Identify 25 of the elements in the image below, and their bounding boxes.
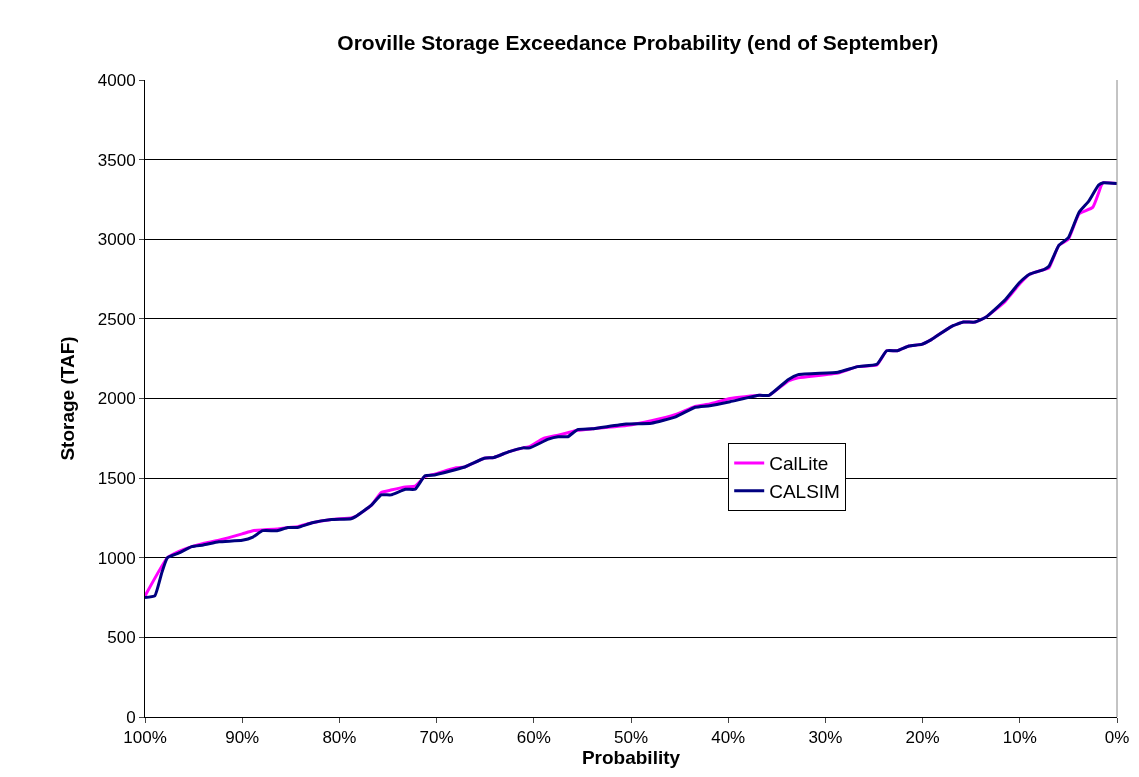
x-tick-label: 70% <box>419 728 454 748</box>
legend-label: CalLite <box>769 453 829 475</box>
x-tick-label: 100% <box>123 728 167 748</box>
x-tick-label: 0% <box>1104 728 1130 748</box>
y-tick-label: 3000 <box>97 230 136 250</box>
y-tick-label: 500 <box>107 628 136 648</box>
x-tick-label: 10% <box>1002 728 1037 748</box>
x-tick-label: 40% <box>711 728 746 748</box>
y-axis-title: Storage (TAF) <box>56 336 78 461</box>
y-tick-label: 4000 <box>97 70 136 90</box>
y-tick-label: 0 <box>126 707 136 727</box>
chart-title: Oroville Storage Exceedance Probability (end of September) <box>337 30 939 54</box>
x-tick-label: 20% <box>905 728 940 748</box>
x-tick-label: 50% <box>613 728 649 748</box>
x-tick-label: 30% <box>808 728 843 748</box>
y-tick-label: 2500 <box>97 309 136 329</box>
x-tick-label: 80% <box>322 728 357 748</box>
x-tick-label: 90% <box>225 728 260 748</box>
y-tick-label: 1000 <box>97 548 136 568</box>
y-tick-label: 3500 <box>97 150 136 170</box>
x-axis-title: Probability <box>581 747 681 769</box>
y-tick-label: 1500 <box>97 469 136 489</box>
y-tick-label: 2000 <box>97 389 136 409</box>
x-tick-label: 60% <box>516 728 551 748</box>
legend-label: CALSIM <box>769 481 840 503</box>
